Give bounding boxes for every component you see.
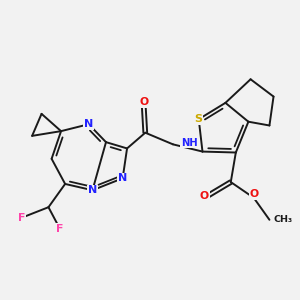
Text: O: O <box>250 189 259 199</box>
Text: O: O <box>139 97 148 107</box>
Text: F: F <box>56 224 64 234</box>
Text: N: N <box>88 185 97 195</box>
Text: CH₃: CH₃ <box>273 215 292 224</box>
Text: O: O <box>200 190 209 201</box>
Text: S: S <box>195 114 203 124</box>
Text: NH: NH <box>181 138 197 148</box>
Text: F: F <box>18 213 26 223</box>
Text: N: N <box>84 119 93 129</box>
Text: N: N <box>118 173 127 183</box>
